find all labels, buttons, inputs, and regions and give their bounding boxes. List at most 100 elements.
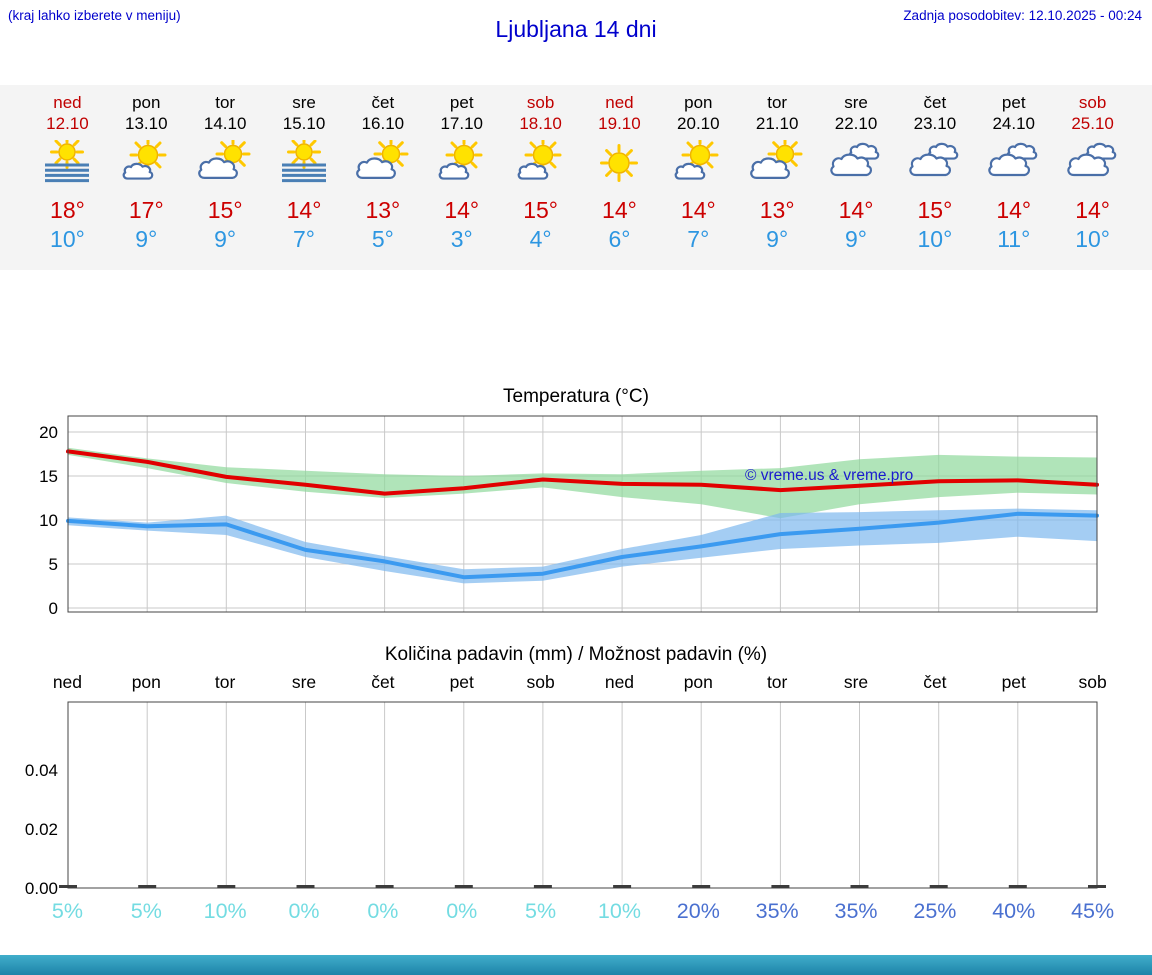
precip-bar [296, 885, 315, 888]
watermark-link[interactable]: © vreme.us & vreme.pro [745, 467, 913, 484]
precip-bar [771, 885, 790, 888]
precip-bar [850, 885, 869, 888]
forecast-day-22.10[interactable]: sre 22.10 14° 9° [817, 92, 896, 270]
sun-icon [580, 140, 659, 192]
day-date: 13.10 [125, 114, 168, 134]
high-temp: 14° [680, 196, 716, 223]
precip-day-label: pon [131, 672, 161, 692]
precip-bar [217, 885, 236, 888]
high-temp: 17° [128, 196, 164, 223]
day-name: sre [292, 93, 316, 112]
forecast-day-13.10[interactable]: pon 13.10 17° 9° [107, 92, 186, 270]
day-date: 21.10 [755, 114, 799, 134]
low-temp: 9° [845, 226, 868, 253]
low-temp: 7° [687, 226, 710, 253]
day-name: pon [132, 93, 161, 112]
svg-text:0.02: 0.02 [25, 820, 58, 839]
high-temp: 13° [759, 196, 795, 223]
svg-text:0.00: 0.00 [25, 879, 58, 898]
day-date: 24.10 [992, 114, 1036, 134]
precip-day-label: pet [449, 672, 474, 692]
high-temp: 14° [996, 196, 1032, 223]
forecast-day-14.10[interactable]: tor 14.10 15° 9° [186, 92, 265, 270]
low-temp: 3° [450, 226, 473, 253]
precip-day-label: sob [1078, 672, 1107, 692]
precip-probability: 0% [446, 899, 478, 923]
high-temp: 14° [286, 196, 322, 223]
forecast-day-21.10[interactable]: tor 21.10 13° 9° [738, 92, 817, 270]
precip-bar [138, 885, 157, 888]
day-date: 15.10 [282, 114, 326, 134]
day-name: ned [53, 93, 82, 112]
svg-text:0.04: 0.04 [25, 761, 58, 780]
precip-day-label: sob [526, 672, 555, 692]
precip-day-label: pet [1001, 672, 1026, 692]
forecast-day-24.10[interactable]: pet 24.10 14° 11° [974, 92, 1053, 270]
low-temp: 5° [371, 226, 394, 253]
precip-bar [1008, 885, 1027, 888]
forecast-day-20.10[interactable]: pon 20.10 14° 7° [659, 92, 738, 270]
day-date: 22.10 [834, 114, 878, 134]
precip-probability: 45% [1071, 899, 1115, 923]
day-name: ned [605, 93, 634, 112]
sun-small-cloud-icon [422, 136, 501, 192]
precip-day-labels: ned pon tor sre čet pet sob ned pon tor sre čet pet s… [0, 672, 1152, 693]
forecast-day-23.10[interactable]: čet 23.10 15° 10° [895, 92, 974, 270]
low-temp: 9° [766, 226, 789, 253]
precip-probability: 25% [913, 899, 957, 923]
location-menu-hint[interactable]: (kraj lahko izberete v meniju) [8, 8, 181, 23]
precip-day-label: tor [214, 672, 236, 692]
bottom-bar [0, 955, 1152, 975]
low-temp: 11° [997, 226, 1031, 253]
precip-probability-row: 5% 5% 10% 0% 0% 0% 5% 10% 20% 35% 35% 25% 40% 45% [0, 899, 1152, 924]
svg-text:10: 10 [39, 511, 58, 530]
day-date: 17.10 [440, 114, 483, 134]
precip-probability: 0% [288, 899, 320, 923]
sun-cloud-icon [343, 136, 422, 192]
precip-chart: 0.00 0.02 0.04 [0, 698, 1152, 898]
precip-bar [375, 885, 394, 888]
clouds-icon [974, 140, 1053, 192]
forecast-day-12.10[interactable]: ned 12.10 18° 10° [28, 92, 107, 270]
high-temp: 15° [917, 196, 953, 223]
precip-bar [454, 885, 473, 888]
precip-bar [613, 885, 632, 888]
svg-text:20: 20 [39, 423, 58, 442]
low-temp: 10° [1075, 226, 1110, 253]
forecast-strip: ned 12.10 18° 10° pon 13.10 17° 9° tor 14.10 15° 9°… [0, 85, 1152, 270]
forecast-day-16.10[interactable]: čet 16.10 13° 5° [343, 92, 422, 270]
svg-text:15: 15 [39, 467, 58, 486]
day-name: sob [526, 93, 555, 112]
high-temp: 13° [365, 196, 401, 223]
precip-probability: 20% [676, 899, 720, 923]
precip-probability: 40% [992, 899, 1036, 923]
forecast-day-19.10[interactable]: ned 19.10 14° 6° [580, 92, 659, 270]
page-title: Ljubljana 14 dni [495, 16, 657, 42]
forecast-day-25.10[interactable]: sob 25.10 14° 10° [1053, 92, 1132, 270]
high-temp: 15° [207, 196, 243, 223]
precip-day-label: sre [291, 672, 317, 692]
precip-probability: 5% [130, 899, 162, 923]
day-name: sob [1078, 93, 1107, 112]
precip-day-label: sre [843, 672, 869, 692]
day-name: sre [844, 93, 868, 112]
precip-day-label: pon [683, 672, 713, 692]
sun-cloud-icon [738, 136, 817, 192]
day-date: 20.10 [677, 114, 720, 134]
svg-text:5: 5 [49, 555, 58, 574]
low-temp: 9° [214, 226, 237, 253]
temperature-chart: 0 5 10 15 20 © vreme.us & vreme.pro [0, 410, 1152, 622]
svg-text:0: 0 [49, 599, 58, 618]
day-date: 12.10 [46, 114, 89, 134]
low-temp: 9° [135, 226, 158, 253]
forecast-day-18.10[interactable]: sob 18.10 15° 4° [501, 92, 580, 270]
day-name: pet [449, 93, 474, 112]
precip-day-label: čet [371, 672, 395, 692]
day-name: tor [215, 93, 236, 112]
clouds-icon [1053, 140, 1132, 192]
precip-bar [533, 885, 552, 888]
precip-probability: 5% [525, 899, 557, 923]
forecast-day-15.10[interactable]: sre 15.10 14° 7° [265, 92, 344, 270]
forecast-day-17.10[interactable]: pet 17.10 14° 3° [422, 92, 501, 270]
